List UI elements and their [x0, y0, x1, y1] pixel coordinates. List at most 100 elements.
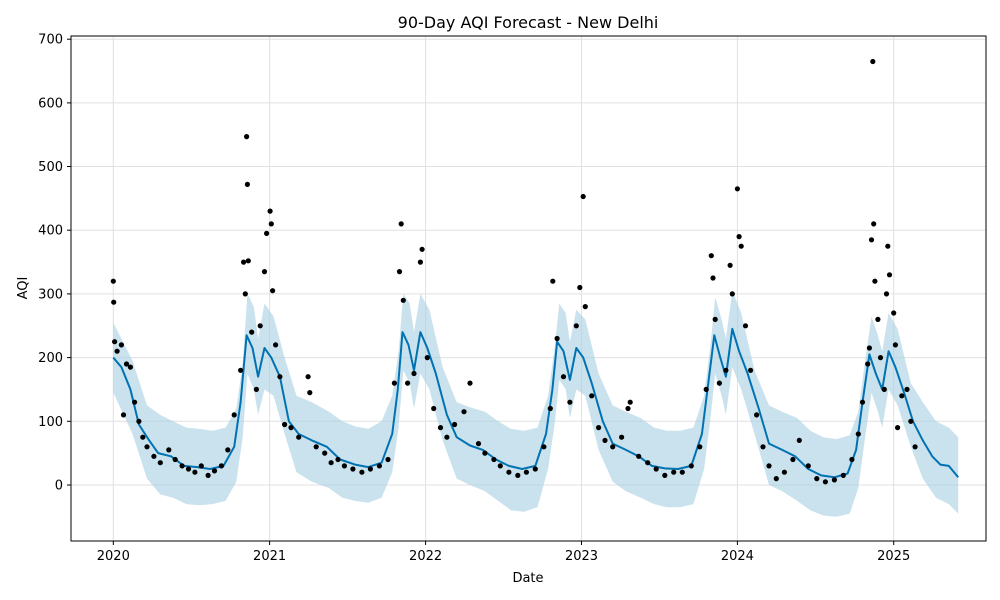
- observed-point: [748, 367, 754, 373]
- observed-point: [367, 466, 373, 472]
- uncertainty-interval: [113, 290, 959, 517]
- observed-point: [703, 386, 709, 392]
- observed-point: [136, 418, 142, 424]
- x-tick-label: 2020: [97, 549, 130, 564]
- observed-point: [766, 463, 772, 469]
- observed-point: [341, 463, 347, 469]
- observed-point: [532, 466, 538, 472]
- x-tick-label: 2022: [409, 549, 442, 564]
- observed-point: [273, 342, 279, 348]
- x-tick-label: 2025: [877, 549, 910, 564]
- observed-point: [645, 460, 651, 466]
- observed-point: [244, 181, 250, 187]
- observed-point: [560, 374, 567, 380]
- observed-point: [596, 425, 602, 431]
- observed-point: [554, 335, 560, 342]
- y-tick-label: 0: [55, 479, 63, 494]
- observed-point: [760, 444, 766, 450]
- y-tick-label: 100: [38, 415, 63, 430]
- observed-point: [482, 450, 488, 456]
- chart-title: 90-Day AQI Forecast - New Delhi: [398, 13, 659, 32]
- observed-point: [350, 466, 356, 472]
- x-axis-title: Date: [512, 571, 543, 586]
- observed-point: [547, 405, 553, 412]
- observed-point: [452, 421, 458, 428]
- observed-point: [868, 237, 875, 243]
- observed-point: [871, 221, 877, 227]
- observed-point: [589, 393, 595, 399]
- observed-point: [610, 444, 616, 450]
- observed-point: [151, 453, 157, 459]
- observed-point: [872, 278, 878, 284]
- observed-point: [253, 386, 259, 392]
- observed-point: [679, 469, 685, 475]
- observed-point: [742, 323, 749, 329]
- observed-point: [736, 234, 742, 240]
- observed-point: [172, 456, 178, 463]
- observed-point: [790, 456, 796, 463]
- y-axis-title: AQI: [16, 277, 31, 300]
- interval-band: [113, 290, 959, 517]
- observed-point: [892, 342, 899, 348]
- observed-point: [112, 339, 118, 345]
- observed-point: [268, 221, 274, 227]
- observed-point: [627, 399, 633, 405]
- observed-point: [110, 278, 116, 284]
- observed-point: [580, 193, 586, 200]
- observed-point: [385, 456, 391, 463]
- observed-points: [110, 58, 918, 485]
- observed-point: [231, 412, 237, 418]
- y-tick-label: 500: [38, 160, 63, 175]
- forecast-line: [112, 327, 959, 479]
- observed-point: [688, 463, 694, 469]
- observed-point: [754, 412, 760, 418]
- observed-point: [875, 316, 881, 322]
- observed-point: [881, 386, 887, 392]
- observed-point: [419, 246, 425, 252]
- observed-point: [885, 243, 891, 249]
- observed-point: [431, 405, 437, 412]
- observed-point: [205, 472, 211, 478]
- observed-point: [157, 460, 163, 466]
- observed-point: [491, 456, 497, 463]
- y-tick-label: 300: [38, 287, 63, 302]
- observed-point: [270, 288, 276, 294]
- observed-point: [120, 412, 127, 418]
- observed-point: [398, 221, 404, 227]
- observed-point: [405, 380, 411, 386]
- observed-point: [710, 275, 716, 281]
- observed-point: [738, 243, 744, 249]
- observed-point: [376, 463, 382, 469]
- observed-point: [523, 469, 530, 475]
- observed-point: [132, 399, 138, 405]
- plot-frame: [70, 35, 987, 542]
- observed-point: [891, 310, 897, 316]
- observed-point: [400, 297, 406, 303]
- observed-point: [550, 278, 556, 284]
- observed-point: [796, 437, 802, 443]
- observed-point: [313, 444, 319, 450]
- observed-point: [296, 434, 302, 440]
- observed-point: [166, 447, 172, 453]
- observed-point: [619, 434, 625, 440]
- observed-point: [417, 259, 423, 265]
- observed-point: [218, 463, 224, 469]
- observed-point: [866, 345, 873, 351]
- observed-point: [814, 476, 820, 482]
- observed-point: [282, 421, 288, 428]
- observed-point: [467, 380, 473, 386]
- observed-point: [127, 364, 133, 370]
- observed-point: [723, 367, 729, 373]
- observed-point: [245, 258, 251, 264]
- observed-point: [849, 456, 855, 463]
- observed-point: [192, 469, 198, 475]
- observed-point: [475, 441, 482, 447]
- observed-point: [602, 437, 608, 443]
- observed-point: [877, 355, 884, 361]
- observed-point: [391, 380, 397, 386]
- observed-point: [277, 374, 283, 380]
- observed-point: [904, 386, 910, 392]
- observed-point: [123, 361, 130, 367]
- observed-point: [912, 444, 918, 450]
- observed-point: [716, 380, 723, 386]
